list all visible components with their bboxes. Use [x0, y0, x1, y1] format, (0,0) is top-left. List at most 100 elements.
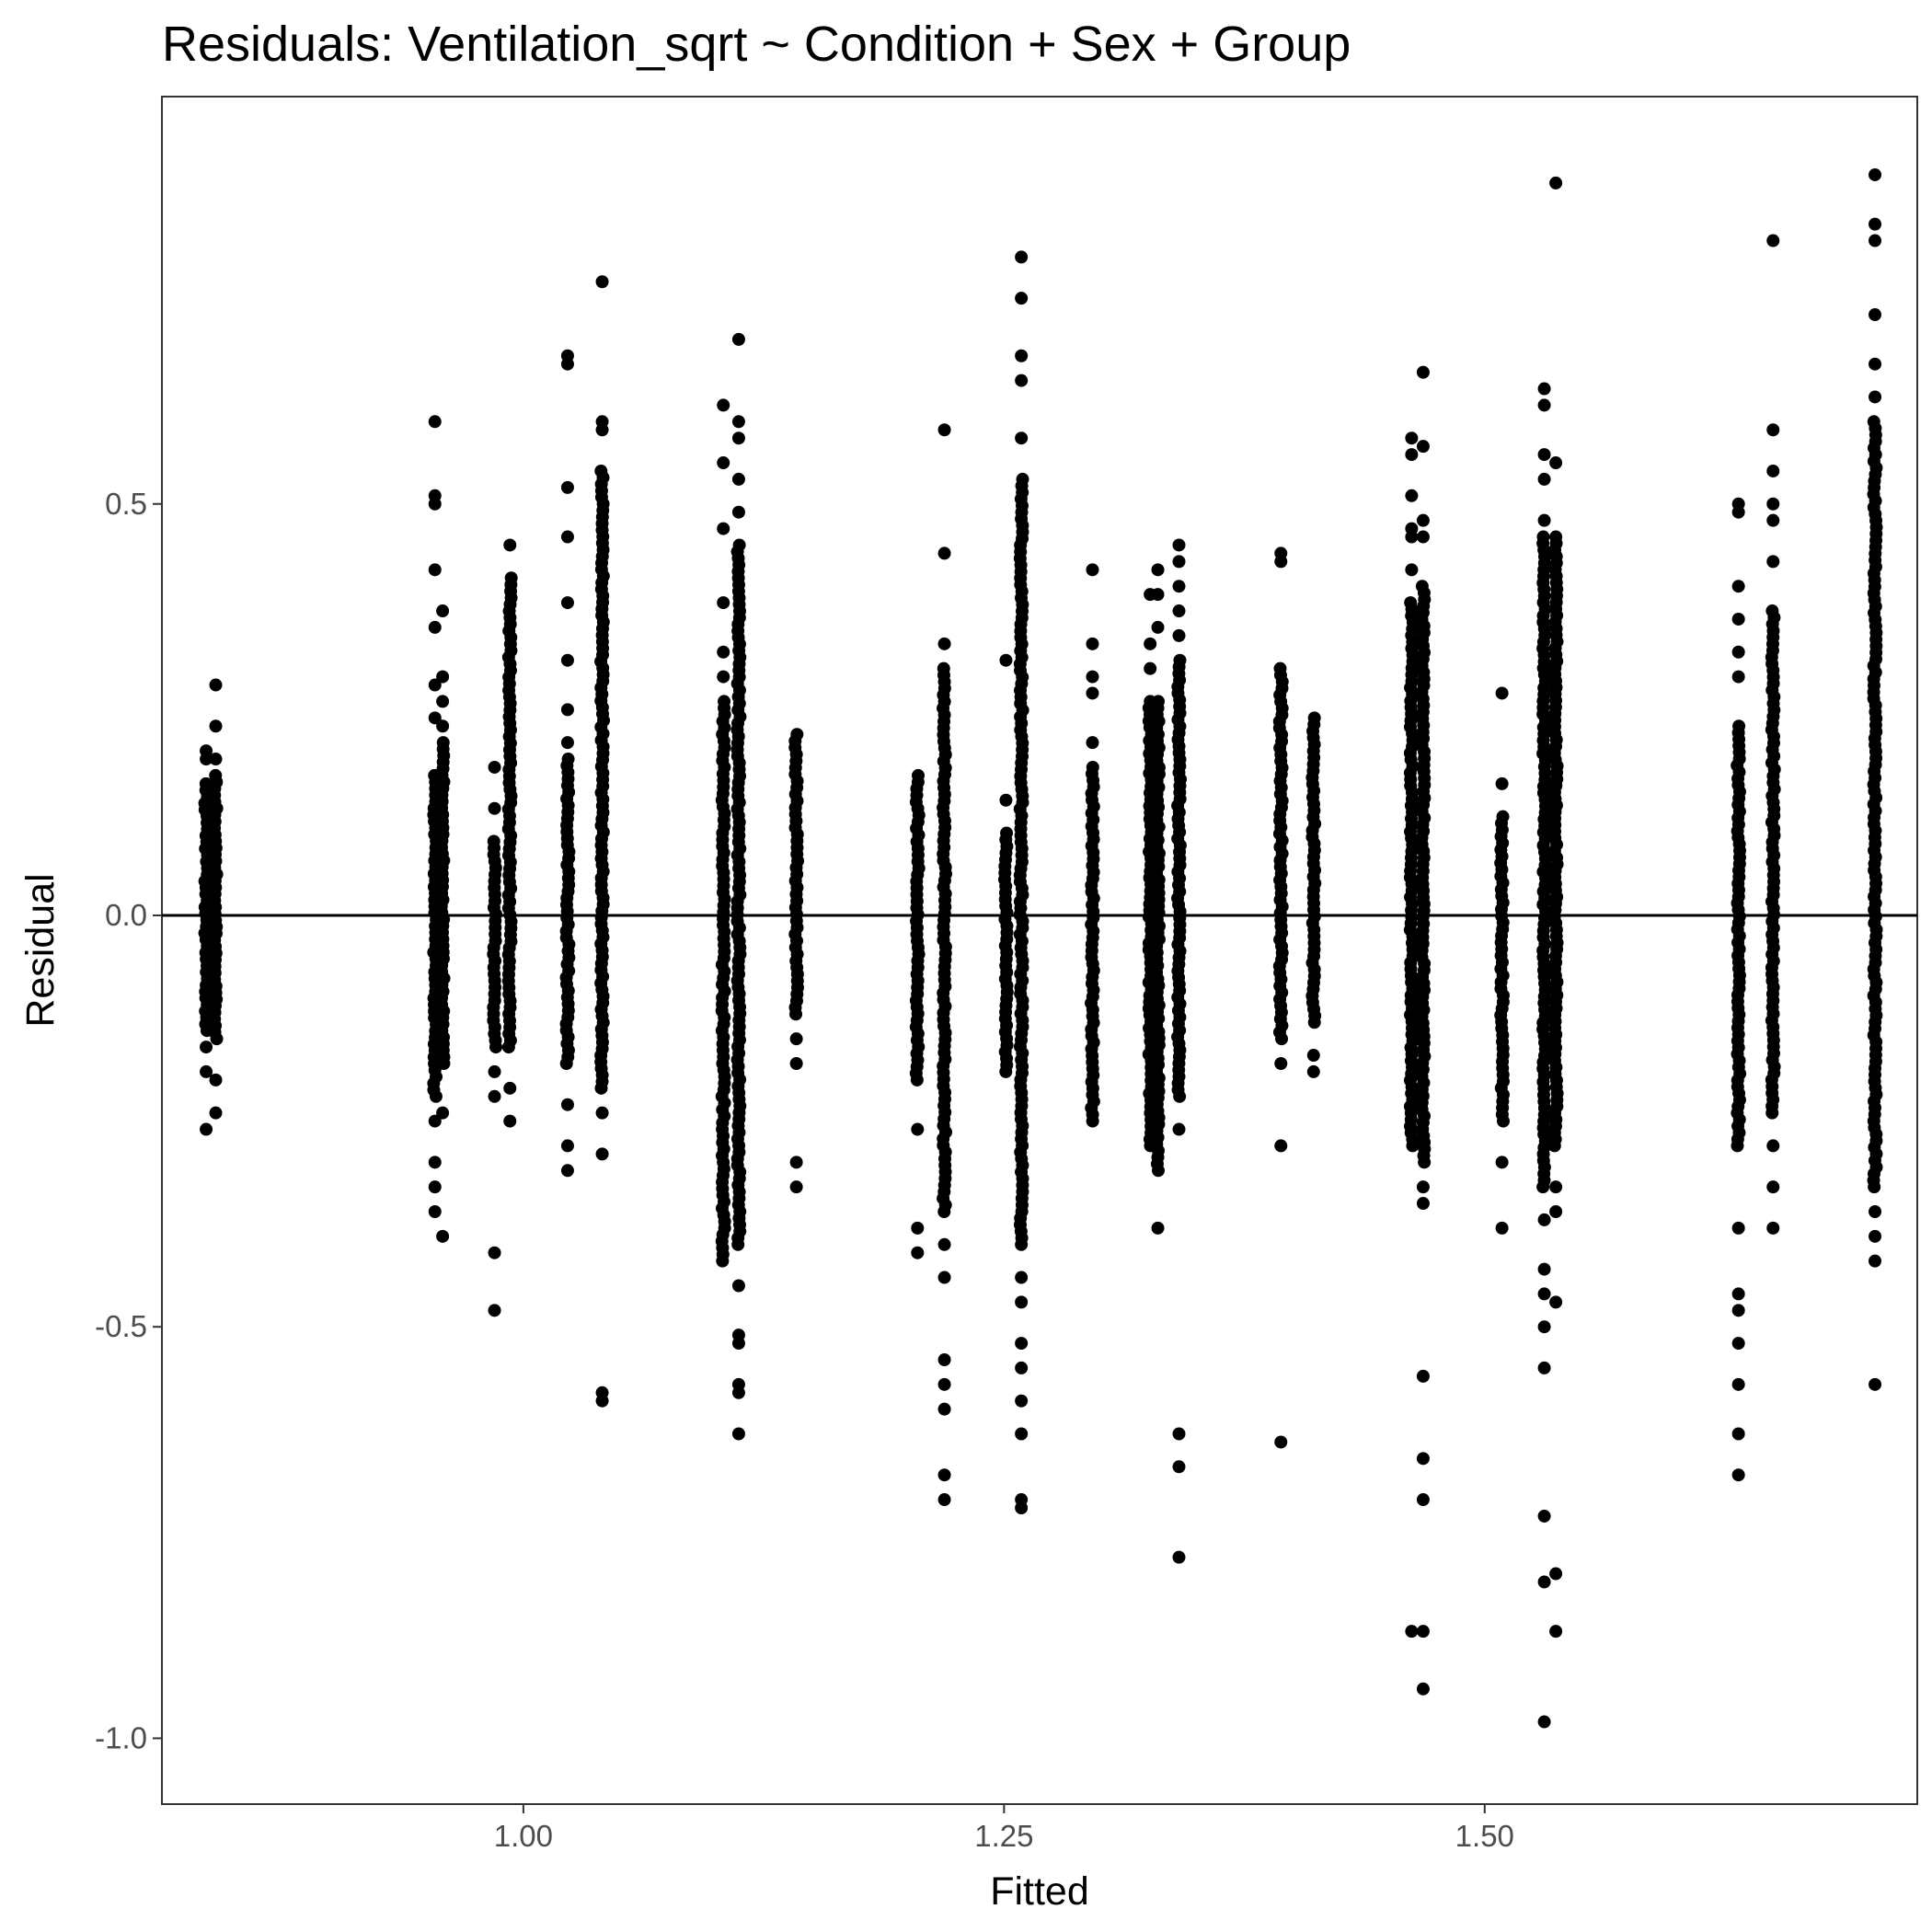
data-point-outlier	[1537, 398, 1551, 412]
data-point-outlier	[937, 1237, 951, 1251]
data-point-outlier	[1015, 250, 1029, 264]
data-point-outlier	[1537, 1509, 1551, 1523]
data-point-outlier	[937, 1468, 951, 1482]
data-point-outlier	[1549, 1567, 1563, 1581]
data-point-outlier	[1416, 1493, 1430, 1507]
x-tick-label: 1.50	[1455, 1819, 1514, 1853]
data-point-outlier	[717, 670, 730, 684]
y-tick-label: -0.5	[95, 1309, 147, 1343]
data-point-outlier	[789, 1056, 803, 1070]
data-point-outlier	[1416, 1682, 1430, 1696]
data-point-outlier	[1306, 1049, 1320, 1063]
data-point	[436, 736, 450, 750]
data-point-outlier	[428, 1114, 442, 1128]
data-point-outlier	[200, 753, 213, 766]
data-point-outlier	[1731, 1287, 1745, 1301]
data-point-outlier	[1015, 374, 1029, 387]
data-point-outlier	[200, 1122, 213, 1136]
data-point	[1732, 719, 1746, 733]
data-point-outlier	[1731, 1377, 1745, 1391]
data-point-outlier	[1537, 1715, 1551, 1729]
data-point-outlier	[1537, 1575, 1551, 1589]
data-point-outlier	[488, 1304, 501, 1317]
data-point-outlier	[1537, 382, 1551, 396]
data-point-outlier	[1731, 1427, 1745, 1441]
data-point-outlier	[436, 1229, 450, 1243]
data-point-outlier	[731, 1427, 745, 1441]
data-points	[198, 167, 1883, 1729]
data-point-outlier	[1172, 555, 1186, 569]
data-point	[1549, 530, 1563, 544]
data-point-outlier	[1537, 1262, 1551, 1276]
data-point-outlier	[1766, 1221, 1780, 1235]
data-point	[790, 728, 804, 742]
data-point-outlier	[1405, 448, 1419, 462]
data-point-outlier	[560, 530, 574, 544]
data-point-outlier	[1172, 1427, 1186, 1441]
data-point-outlier	[1015, 1337, 1029, 1351]
data-point-outlier	[428, 1204, 442, 1218]
data-point-outlier	[911, 1221, 925, 1235]
data-point-outlier	[731, 472, 745, 486]
data-point-outlier	[1537, 1213, 1551, 1226]
x-tick-label: 1.00	[494, 1819, 553, 1853]
x-axis: 1.00 1.25 1.50	[494, 1804, 1514, 1853]
data-point-outlier	[1144, 637, 1157, 650]
data-point-outlier	[209, 678, 223, 692]
data-point-outlier	[209, 753, 223, 766]
data-point-outlier	[595, 275, 609, 289]
data-point-outlier	[428, 497, 442, 511]
data-point-outlier	[937, 1352, 951, 1366]
data-point-outlier	[1015, 1361, 1029, 1374]
data-point-outlier	[436, 670, 450, 684]
data-point-outlier	[560, 480, 574, 494]
data-point-outlier	[1405, 530, 1419, 544]
data-point-outlier	[1495, 1221, 1509, 1235]
y-tick-label: 0.5	[105, 487, 147, 521]
data-point-outlier	[1495, 1156, 1509, 1169]
data-point-outlier	[937, 546, 951, 560]
data-point-outlier	[937, 1271, 951, 1284]
data-point-outlier	[1086, 563, 1099, 577]
data-point	[1086, 760, 1099, 774]
data-point-outlier	[200, 1064, 213, 1078]
data-point-outlier	[1766, 555, 1780, 569]
data-point-outlier	[1731, 1337, 1745, 1351]
data-point-outlier	[1731, 505, 1745, 519]
data-point-outlier	[1015, 1271, 1029, 1284]
data-point-outlier	[488, 1089, 501, 1103]
data-point-outlier	[1869, 390, 1882, 404]
data-point-outlier	[1731, 580, 1745, 593]
data-point-outlier	[717, 522, 730, 535]
data-point-outlier	[1549, 1295, 1563, 1309]
data-point-outlier	[1405, 563, 1419, 577]
data-point-outlier	[1416, 513, 1430, 527]
data-point-outlier	[731, 505, 745, 519]
data-point-outlier	[1869, 1204, 1882, 1218]
data-point-outlier	[503, 1081, 517, 1095]
data-point-outlier	[1405, 1625, 1419, 1639]
y-tick-label: 0.0	[105, 898, 147, 932]
data-point	[487, 834, 500, 848]
data-point-outlier	[1274, 555, 1288, 569]
data-point-outlier	[1537, 448, 1551, 462]
data-point	[718, 695, 731, 708]
data-point	[1000, 826, 1014, 840]
data-point-outlier	[1015, 1295, 1029, 1309]
data-point-outlier	[1416, 1625, 1430, 1639]
data-point	[1273, 661, 1287, 675]
data-point-outlier	[428, 563, 442, 577]
data-point-outlier	[731, 415, 745, 429]
data-point-outlier	[560, 703, 574, 717]
data-point-outlier	[717, 456, 730, 470]
data-point	[1496, 810, 1510, 823]
data-point-outlier	[560, 653, 574, 667]
data-point-outlier	[1766, 513, 1780, 527]
data-point-outlier	[1172, 1550, 1186, 1564]
data-point-outlier	[1405, 489, 1419, 502]
data-point-outlier	[595, 423, 609, 437]
data-point-outlier	[560, 1139, 574, 1153]
data-point-outlier	[1416, 1197, 1430, 1211]
data-point	[561, 753, 575, 766]
data-point-outlier	[1766, 423, 1780, 437]
